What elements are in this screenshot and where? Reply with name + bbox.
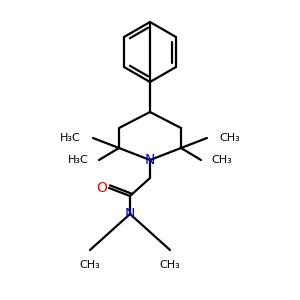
Text: CH₃: CH₃ bbox=[219, 133, 240, 143]
Text: CH₃: CH₃ bbox=[80, 260, 100, 270]
Text: CH₃: CH₃ bbox=[160, 260, 180, 270]
Text: O: O bbox=[97, 181, 107, 195]
Text: H₃C: H₃C bbox=[60, 133, 81, 143]
Text: H₃C: H₃C bbox=[68, 155, 89, 165]
Text: N: N bbox=[145, 153, 155, 167]
Text: N: N bbox=[125, 207, 135, 221]
Text: CH₃: CH₃ bbox=[211, 155, 232, 165]
